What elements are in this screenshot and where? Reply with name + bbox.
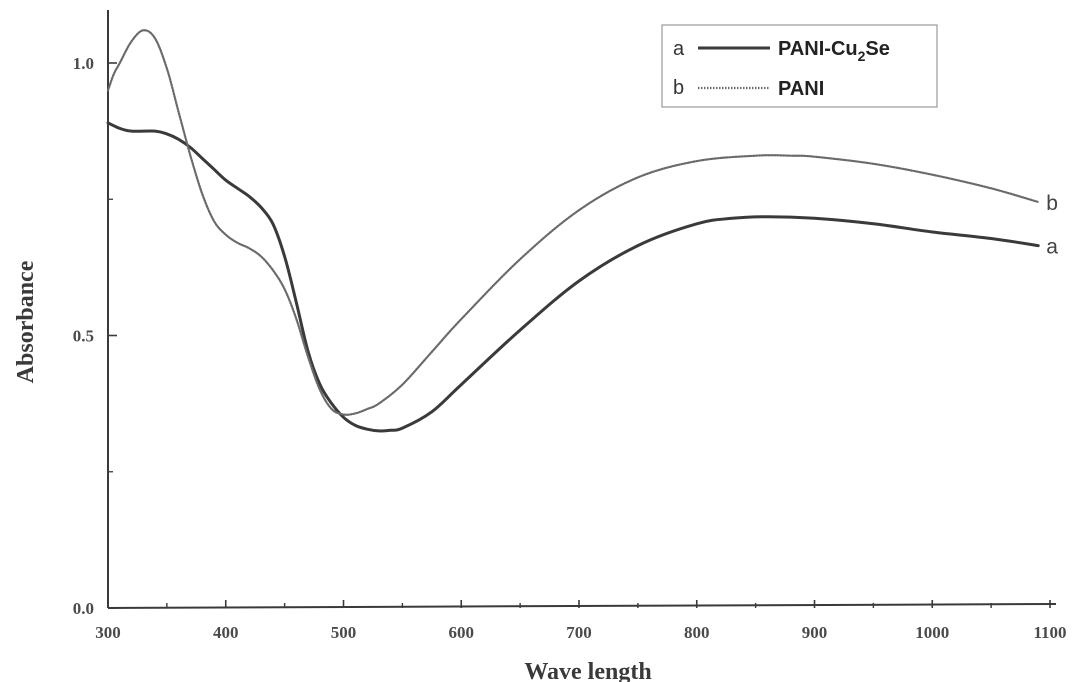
legend-box xyxy=(661,24,938,108)
series-end-labels: ab xyxy=(1046,192,1058,259)
x-axis: 300 400 500 600 700 800 900 1000 1100 xyxy=(95,600,1067,642)
legend-label-a: PANI-Cu2Se xyxy=(778,38,890,64)
x-tick-label: 500 xyxy=(331,623,357,642)
y-axis-title: Absorbance xyxy=(13,260,39,383)
x-tick-label: 1000 xyxy=(915,623,949,642)
x-tick-label: 300 xyxy=(95,623,121,642)
x-tick-label: 400 xyxy=(213,623,239,642)
legend-letter-a: a xyxy=(673,38,685,60)
y-axis: 0.0 0.5 1.0 xyxy=(73,10,117,618)
series-end-label-a: a xyxy=(1046,236,1058,259)
x-tick-label: 900 xyxy=(802,623,828,642)
legend: a PANI-Cu2Se b PANI xyxy=(661,24,938,108)
series-layer xyxy=(106,29,1040,433)
x-axis-title: Wave length xyxy=(524,659,651,682)
y-tick-label: 0.0 xyxy=(73,599,94,618)
series-end-label-b: b xyxy=(1046,192,1058,215)
x-tick-label: 600 xyxy=(449,623,475,642)
y-tick-label: 0.5 xyxy=(73,327,94,346)
x-axis-line xyxy=(107,603,1057,609)
legend-label-a-sub: 2 xyxy=(858,48,866,64)
legend-label-b: PANI xyxy=(778,78,824,100)
series-line-b xyxy=(106,29,1040,416)
x-tick-label: 700 xyxy=(566,623,592,642)
x-tick-label: 1100 xyxy=(1033,623,1066,642)
legend-label-a-tail: Se xyxy=(865,38,889,60)
legend-label-a-main: PANI-Cu xyxy=(778,38,858,60)
x-tick-label: 800 xyxy=(684,623,710,642)
legend-letter-b: b xyxy=(673,77,684,99)
y-tick-label: 1.0 xyxy=(73,54,94,73)
